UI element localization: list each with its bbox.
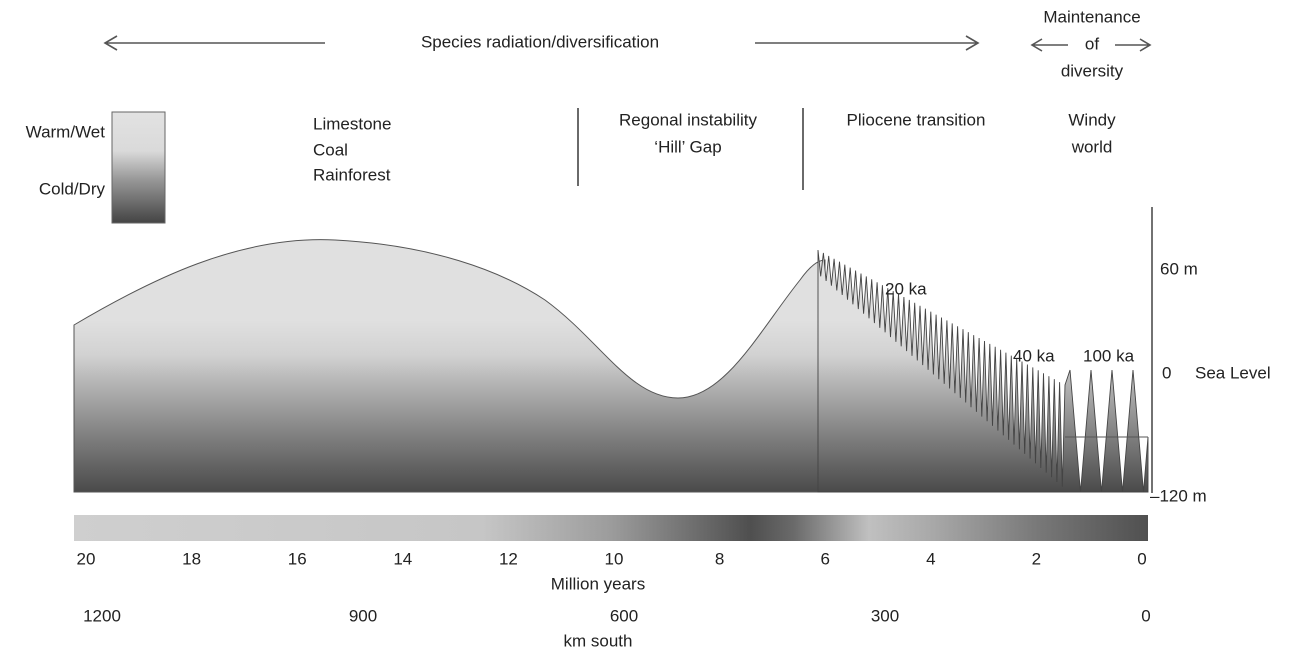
- cycle-fill: [817, 249, 1149, 493]
- time-tick-label: 16: [288, 549, 307, 568]
- legend-swatch: [111, 111, 166, 224]
- period-label: Rainforest: [313, 165, 391, 184]
- header-text: Species radiation/diversification: [421, 32, 659, 51]
- time-ticks: 20 18 16 14 12 10 8 6 4 2 0: [77, 549, 1147, 568]
- arrow: [1115, 38, 1152, 52]
- legend-label: Warm/Wet: [26, 122, 106, 141]
- period-label: world: [1071, 137, 1113, 156]
- distance-tick-label: 1200: [83, 606, 121, 625]
- time-tick-label: 10: [605, 549, 624, 568]
- time-tick-label: 18: [182, 549, 201, 568]
- axis-title: km south: [564, 631, 633, 650]
- cycle-label: 40 ka: [1013, 346, 1055, 365]
- period-label: Limestone: [313, 114, 391, 133]
- legend-label: Cold/Dry: [39, 179, 106, 198]
- header-text: of: [1085, 34, 1099, 53]
- time-tick-label: 2: [1032, 549, 1041, 568]
- axis-label: Sea Level: [1195, 363, 1271, 382]
- arrow: [755, 35, 980, 51]
- period-label: Regonal instability: [619, 110, 757, 129]
- climate-bar: [74, 515, 1148, 541]
- distance-tick-label: 0: [1141, 606, 1150, 625]
- time-tick-label: 14: [393, 549, 412, 568]
- time-tick-label: 4: [926, 549, 935, 568]
- time-tick-label: 20: [77, 549, 96, 568]
- arrow: [1030, 38, 1068, 52]
- time-tick-label: 6: [820, 549, 829, 568]
- axis-label: –120 m: [1150, 486, 1207, 505]
- cycle-label: 100 ka: [1083, 346, 1135, 365]
- distance-tick-label: 600: [610, 606, 638, 625]
- sea-level-cycles: [817, 249, 1149, 493]
- arrow: [103, 35, 325, 51]
- distance-tick-label: 900: [349, 606, 377, 625]
- distance-ticks: 1200 900 600 300 0: [83, 606, 1151, 625]
- time-tick-label: 0: [1137, 549, 1146, 568]
- header-text: diversity: [1061, 61, 1124, 80]
- header-text: Maintenance: [1043, 7, 1140, 26]
- axis-label: 0: [1162, 363, 1171, 382]
- axis-title: Million years: [551, 574, 645, 593]
- period-label: Windy: [1068, 110, 1116, 129]
- time-tick-label: 8: [715, 549, 724, 568]
- period-label: Coal: [313, 140, 348, 159]
- distance-tick-label: 300: [871, 606, 899, 625]
- time-tick-label: 12: [499, 549, 518, 568]
- axis-label: 60 m: [1160, 259, 1198, 278]
- land-profile: [73, 239, 826, 493]
- period-label: ‘Hill’ Gap: [654, 137, 721, 156]
- cycle-label: 20 ka: [885, 279, 927, 298]
- period-label: Pliocene transition: [847, 110, 986, 129]
